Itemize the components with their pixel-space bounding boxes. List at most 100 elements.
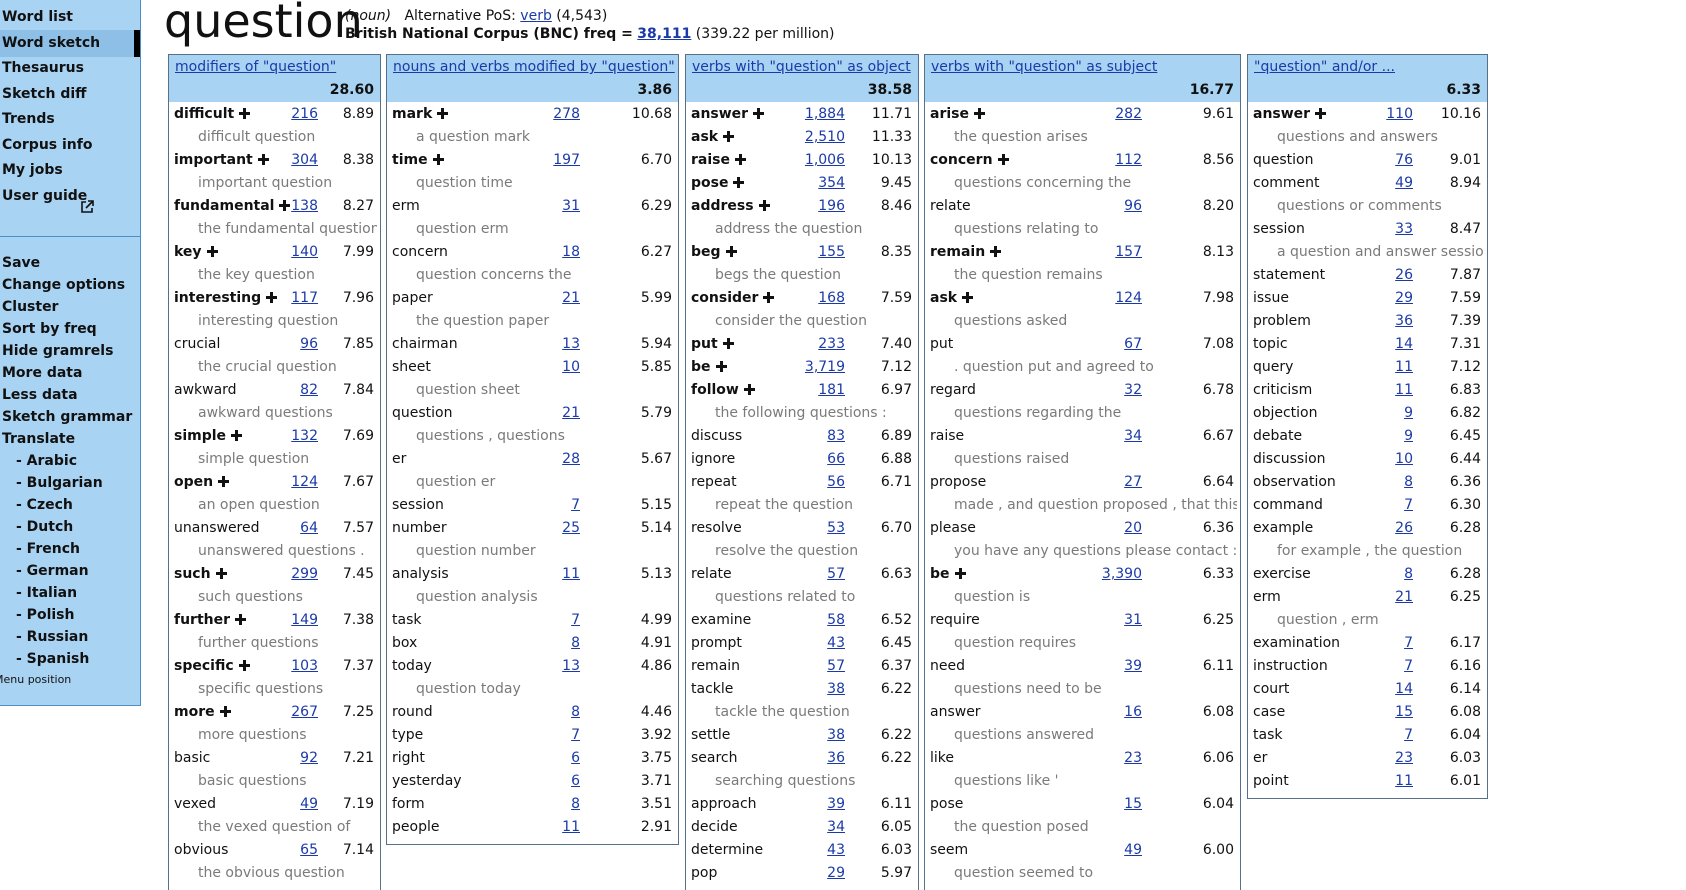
frequency-link[interactable]: 11 xyxy=(1395,359,1413,375)
expand-icon[interactable] xyxy=(279,200,291,211)
frequency-link[interactable]: 7 xyxy=(1404,658,1413,674)
frequency-link[interactable]: 64 xyxy=(300,520,318,536)
frequency-link[interactable]: 28 xyxy=(562,451,580,467)
action-item[interactable]: Hide gramrels xyxy=(2,343,114,359)
frequency-link[interactable]: 82 xyxy=(300,382,318,398)
frequency-link[interactable]: 3,719 xyxy=(804,359,845,375)
language-item[interactable]: - Dutch xyxy=(16,519,74,535)
frequency-link[interactable]: 7 xyxy=(1404,727,1413,743)
frequency-link[interactable]: 43 xyxy=(827,635,845,651)
expand-icon[interactable] xyxy=(753,108,765,119)
frequency-link[interactable]: 96 xyxy=(300,336,318,352)
frequency-link[interactable]: 26 xyxy=(1395,267,1413,283)
language-item[interactable]: - Russian xyxy=(16,629,89,645)
frequency-link[interactable]: 31 xyxy=(1124,612,1142,628)
frequency-link[interactable]: 53 xyxy=(827,520,845,536)
frequency-link[interactable]: 15 xyxy=(1395,704,1413,720)
frequency-link[interactable]: 3,390 xyxy=(1101,566,1142,582)
frequency-link[interactable]: 76 xyxy=(1395,152,1413,168)
frequency-link[interactable]: 140 xyxy=(291,244,318,260)
expand-icon[interactable] xyxy=(238,660,250,671)
expand-icon[interactable] xyxy=(743,384,755,395)
frequency-link[interactable]: 14 xyxy=(1395,681,1413,697)
column-title-link[interactable]: nouns and verbs modified by "question" xyxy=(393,59,675,75)
expand-icon[interactable] xyxy=(235,614,247,625)
action-item[interactable]: More data xyxy=(2,365,83,381)
column-title-link[interactable]: verbs with "question" as object xyxy=(692,59,911,75)
frequency-link[interactable]: 23 xyxy=(1124,750,1142,766)
menu-item[interactable]: My jobs xyxy=(2,162,63,178)
frequency-link[interactable]: 83 xyxy=(827,428,845,444)
frequency-link[interactable]: 7 xyxy=(1404,497,1413,513)
language-item[interactable]: - Bulgarian xyxy=(16,475,103,491)
frequency-link[interactable]: 304 xyxy=(291,152,318,168)
expand-icon[interactable] xyxy=(1315,108,1327,119)
frequency-link[interactable]: 49 xyxy=(1124,842,1142,858)
expand-icon[interactable] xyxy=(206,246,218,257)
expand-icon[interactable] xyxy=(723,131,735,142)
frequency-link[interactable]: 7 xyxy=(1404,635,1413,651)
expand-icon[interactable] xyxy=(231,430,243,441)
frequency-link[interactable]: 13 xyxy=(562,336,580,352)
frequency-link[interactable]: 216 xyxy=(291,106,318,122)
frequency-link[interactable]: 8 xyxy=(1404,474,1413,490)
frequency-link[interactable]: 34 xyxy=(827,819,845,835)
frequency-link[interactable]: 138 xyxy=(291,198,318,214)
menu-item[interactable]: Trends xyxy=(2,111,55,127)
language-item[interactable]: - Czech xyxy=(16,497,73,513)
action-item[interactable]: Save xyxy=(2,255,41,271)
frequency-link[interactable]: 31 xyxy=(562,198,580,214)
frequency-link[interactable]: 7 xyxy=(571,497,580,513)
expand-icon[interactable] xyxy=(257,154,269,165)
frequency-link[interactable]: 18 xyxy=(562,244,580,260)
expand-icon[interactable] xyxy=(215,568,227,579)
corpus-freq[interactable]: 38,111 xyxy=(637,26,692,42)
frequency-link[interactable]: 11 xyxy=(562,566,580,582)
frequency-link[interactable]: 8 xyxy=(1404,566,1413,582)
frequency-link[interactable]: 38 xyxy=(827,681,845,697)
column-title-link[interactable]: modifiers of "question" xyxy=(175,59,337,75)
frequency-link[interactable]: 267 xyxy=(291,704,318,720)
language-item[interactable]: - German xyxy=(16,563,89,579)
frequency-link[interactable]: 29 xyxy=(827,865,845,881)
expand-icon[interactable] xyxy=(758,200,770,211)
frequency-link[interactable]: 1,006 xyxy=(804,152,845,168)
frequency-link[interactable]: 299 xyxy=(291,566,318,582)
frequency-link[interactable]: 34 xyxy=(1124,428,1142,444)
frequency-link[interactable]: 197 xyxy=(553,152,580,168)
language-item[interactable]: - Italian xyxy=(16,585,78,601)
frequency-link[interactable]: 6 xyxy=(571,750,580,766)
frequency-link[interactable]: 7 xyxy=(571,727,580,743)
frequency-link[interactable]: 15 xyxy=(1124,796,1142,812)
frequency-link[interactable]: 43 xyxy=(827,842,845,858)
menu-position[interactable]: Menu position xyxy=(0,673,72,686)
language-item[interactable]: - French xyxy=(16,541,80,557)
menu-item[interactable]: User guide xyxy=(2,187,88,204)
expand-icon[interactable] xyxy=(733,177,745,188)
expand-icon[interactable] xyxy=(725,246,737,257)
menu-item[interactable]: Word sketch xyxy=(0,29,140,57)
frequency-link[interactable]: 168 xyxy=(818,290,845,306)
frequency-link[interactable]: 16 xyxy=(1124,704,1142,720)
action-item[interactable]: Cluster xyxy=(2,299,59,315)
frequency-link[interactable]: 10 xyxy=(1395,451,1413,467)
frequency-link[interactable]: 25 xyxy=(562,520,580,536)
frequency-link[interactable]: 49 xyxy=(1395,175,1413,191)
frequency-link[interactable]: 21 xyxy=(1395,589,1413,605)
expand-icon[interactable] xyxy=(990,246,1002,257)
expand-icon[interactable] xyxy=(973,108,985,119)
frequency-link[interactable]: 11 xyxy=(562,819,580,835)
frequency-link[interactable]: 157 xyxy=(1115,244,1142,260)
frequency-link[interactable]: 278 xyxy=(553,106,580,122)
column-title-link[interactable]: "question" and/or ... xyxy=(1254,59,1395,75)
language-item[interactable]: - Spanish xyxy=(16,651,90,667)
frequency-link[interactable]: 117 xyxy=(291,290,318,306)
frequency-link[interactable]: 8 xyxy=(571,704,580,720)
frequency-link[interactable]: 8 xyxy=(571,796,580,812)
frequency-link[interactable]: 282 xyxy=(1115,106,1142,122)
frequency-link[interactable]: 14 xyxy=(1395,336,1413,352)
frequency-link[interactable]: 57 xyxy=(827,658,845,674)
action-item[interactable]: Change options xyxy=(2,277,126,293)
frequency-link[interactable]: 11 xyxy=(1395,382,1413,398)
frequency-link[interactable]: 13 xyxy=(562,658,580,674)
